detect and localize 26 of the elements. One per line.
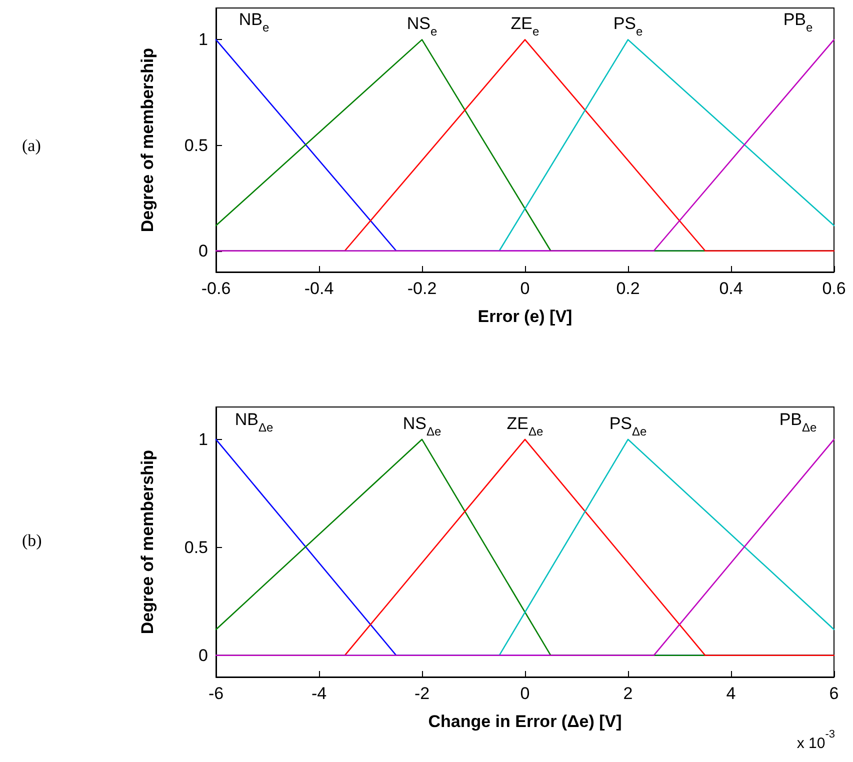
x-tick-label: -4 bbox=[311, 684, 327, 703]
x-tick-label: 0.6 bbox=[822, 279, 846, 298]
x-tick-label: -0.4 bbox=[304, 279, 334, 298]
y-tick-label: 0.5 bbox=[184, 136, 208, 155]
x-tick-label: -2 bbox=[414, 684, 430, 703]
y-tick-label: 1 bbox=[198, 30, 208, 50]
y-tick-label: 0 bbox=[198, 646, 208, 665]
x-tick-label: 0 bbox=[520, 684, 530, 703]
x-tick-label: 0.2 bbox=[616, 279, 640, 298]
text: (b) bbox=[22, 531, 42, 550]
x-tick-label: 0 bbox=[520, 279, 530, 298]
x-tick-label: -0.2 bbox=[407, 279, 437, 298]
y-tick-label: 0.5 bbox=[184, 538, 208, 557]
x-axis-title: Error (e) [V] bbox=[478, 307, 572, 326]
x-tick-label: 2 bbox=[623, 684, 633, 703]
x-tick-label: -0.6 bbox=[201, 279, 231, 298]
y-axis-title: Degree of membership bbox=[138, 450, 157, 634]
y-tick-label: 0 bbox=[198, 241, 208, 260]
x-tick-label: 4 bbox=[726, 684, 736, 703]
x-tick-label: -6 bbox=[208, 684, 224, 703]
x-tick-label: 6 bbox=[829, 684, 839, 703]
x-tick-label: 0.4 bbox=[719, 279, 743, 298]
text: (a) bbox=[22, 136, 41, 155]
y-axis-title: Degree of membership bbox=[138, 48, 157, 232]
x-axis-title: Change in Error (Δe) [V] bbox=[428, 712, 622, 731]
y-tick-label: 1 bbox=[198, 430, 208, 449]
